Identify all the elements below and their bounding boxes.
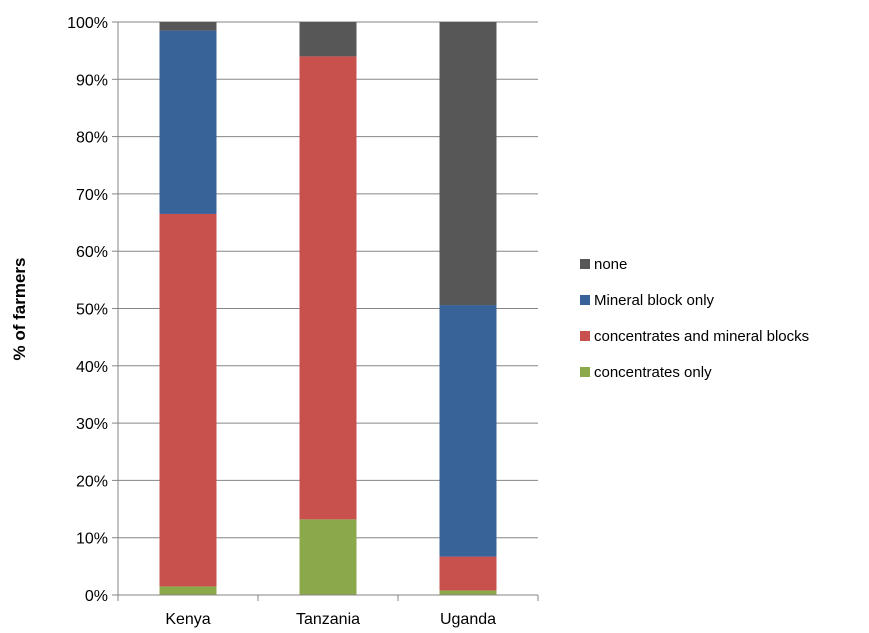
bar-segment bbox=[159, 30, 217, 214]
y-axis-title: % of farmers bbox=[10, 258, 29, 361]
y-tick-label: 100% bbox=[67, 15, 108, 32]
bar-segment bbox=[439, 556, 497, 591]
bar-segment bbox=[159, 22, 217, 31]
y-tick-label: 70% bbox=[76, 187, 108, 204]
bar-segment bbox=[439, 590, 497, 595]
y-tick-label: 80% bbox=[76, 130, 108, 147]
x-tick-label: Tanzania bbox=[296, 611, 360, 628]
y-tick-label: 60% bbox=[76, 244, 108, 261]
legend-swatch bbox=[580, 367, 590, 377]
legend-swatch bbox=[580, 331, 590, 341]
y-tick-label: 40% bbox=[76, 359, 108, 376]
x-tick-label: Uganda bbox=[440, 611, 496, 628]
y-tick-label: 30% bbox=[76, 416, 108, 433]
bar-segment bbox=[299, 56, 357, 520]
legend: none Mineral block only concentrates and m… bbox=[580, 256, 809, 381]
legend-swatch bbox=[580, 295, 590, 305]
bar-segment bbox=[439, 22, 497, 306]
bar-segment bbox=[439, 305, 497, 557]
legend-label: none bbox=[594, 256, 627, 273]
bar-segment bbox=[159, 213, 217, 587]
bar-segment bbox=[299, 22, 357, 57]
y-tick-label: 90% bbox=[76, 72, 108, 89]
y-tick-label: 10% bbox=[76, 531, 108, 548]
bar-segment bbox=[159, 586, 217, 595]
legend-swatch bbox=[580, 259, 590, 269]
legend-label: Mineral block only bbox=[594, 292, 715, 309]
bars bbox=[159, 22, 497, 595]
x-tick-labels: Kenya Tanzania Uganda bbox=[117, 595, 539, 628]
bar-segment bbox=[299, 519, 357, 595]
legend-label: concentrates only bbox=[594, 364, 712, 381]
x-tick-label: Kenya bbox=[165, 611, 210, 628]
y-tick-label: 50% bbox=[76, 302, 108, 319]
y-tick-label: 0% bbox=[85, 588, 108, 605]
legend-label: concentrates and mineral blocks bbox=[594, 328, 809, 345]
y-tick-labels: 0% 10% 20% 30% 40% 50% 60% 70% 80% 90% 100% bbox=[67, 15, 118, 605]
y-tick-label: 20% bbox=[76, 473, 108, 490]
